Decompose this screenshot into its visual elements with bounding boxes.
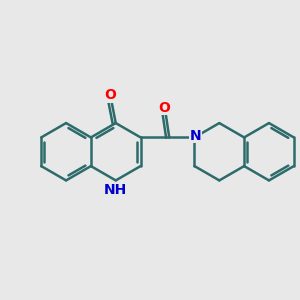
Text: NH: NH [104, 183, 128, 197]
Text: N: N [189, 129, 201, 143]
Text: O: O [104, 88, 116, 102]
Text: O: O [158, 100, 170, 115]
